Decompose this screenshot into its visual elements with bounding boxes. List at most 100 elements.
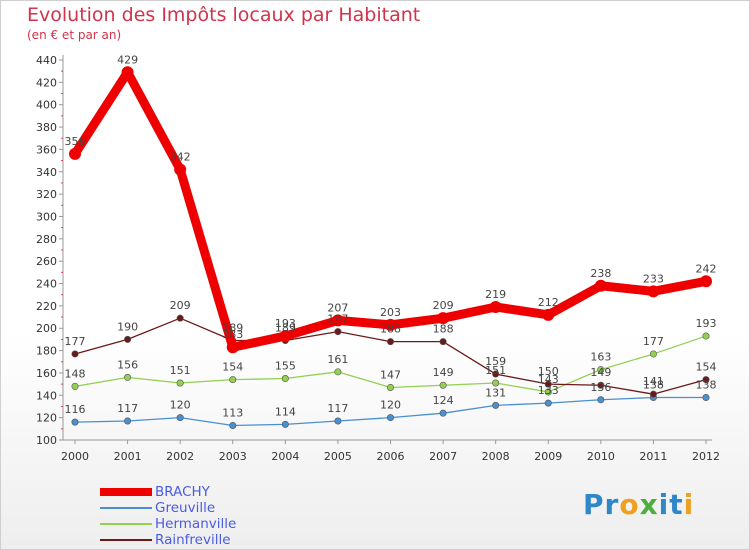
data-label: 209 xyxy=(433,299,454,312)
x-tick-label: 2002 xyxy=(166,450,194,463)
data-point xyxy=(279,330,292,343)
data-label: 161 xyxy=(327,353,348,366)
y-tick-label: 440 xyxy=(36,54,57,67)
data-label: 141 xyxy=(643,375,664,388)
data-label: 148 xyxy=(65,367,86,380)
data-point xyxy=(544,399,552,407)
data-point xyxy=(439,409,447,417)
data-label: 136 xyxy=(590,381,611,394)
x-tick-label: 2006 xyxy=(377,450,405,463)
data-point xyxy=(176,314,184,322)
x-tick-label: 2004 xyxy=(271,450,299,463)
y-tick-label: 260 xyxy=(36,255,57,268)
logo-letter: i xyxy=(683,488,695,521)
y-tick-label: 160 xyxy=(36,367,57,380)
data-label: 188 xyxy=(433,323,454,336)
data-point xyxy=(334,328,342,336)
data-point xyxy=(176,379,184,387)
data-point xyxy=(439,338,447,346)
data-label: 197 xyxy=(327,313,348,326)
series-hermanville xyxy=(71,332,710,396)
x-tick-label: 2000 xyxy=(61,450,89,463)
x-tick-label: 2008 xyxy=(482,450,510,463)
legend-label: Greuville xyxy=(155,500,216,516)
data-label: 193 xyxy=(275,317,296,330)
data-label: 149 xyxy=(590,366,611,379)
data-label: 114 xyxy=(275,405,296,418)
data-point xyxy=(544,380,552,388)
legend-swatch xyxy=(100,507,152,509)
data-point xyxy=(71,418,79,426)
data-point xyxy=(229,376,237,384)
legend-label: Hermanville xyxy=(155,516,237,532)
data-label: 429 xyxy=(117,53,138,66)
data-point xyxy=(544,388,552,396)
data-point xyxy=(226,341,239,354)
data-point xyxy=(702,332,710,340)
data-label: 154 xyxy=(222,361,243,374)
data-point xyxy=(647,285,660,298)
legend-swatch xyxy=(100,539,152,541)
data-point xyxy=(281,375,289,383)
y-tick-label: 200 xyxy=(36,322,57,335)
data-label: 155 xyxy=(275,360,296,373)
legend-swatch xyxy=(100,488,152,496)
data-point xyxy=(649,350,657,358)
x-tick-label: 2001 xyxy=(114,450,142,463)
y-tick-label: 280 xyxy=(36,233,57,246)
data-label: 131 xyxy=(485,386,506,399)
data-point xyxy=(281,420,289,428)
data-point xyxy=(492,379,500,387)
data-label: 151 xyxy=(170,364,191,377)
data-label: 117 xyxy=(327,402,348,415)
y-tick-label: 240 xyxy=(36,278,57,291)
data-point xyxy=(124,335,132,343)
data-point xyxy=(334,417,342,425)
data-label: 190 xyxy=(117,320,138,333)
y-tick-label: 180 xyxy=(36,345,57,358)
y-tick-label: 120 xyxy=(36,412,57,425)
legend-label: BRACHY xyxy=(155,484,210,500)
data-point xyxy=(386,338,394,346)
legend-label: Rainfreville xyxy=(155,532,231,548)
data-labels: 356 429 342 183 193 207 203 209 219 212 238 233 242 1… xyxy=(65,53,717,419)
data-point xyxy=(702,376,710,384)
data-label: 238 xyxy=(590,267,611,280)
data-point xyxy=(124,417,132,425)
data-label: 189 xyxy=(222,322,243,335)
data-label: 116 xyxy=(65,403,86,416)
data-label: 120 xyxy=(170,399,191,412)
series-greuville xyxy=(71,394,710,429)
data-point xyxy=(174,163,187,176)
data-point xyxy=(597,396,605,404)
data-label: 133 xyxy=(538,384,559,397)
logo-letter: r xyxy=(604,488,620,521)
data-point xyxy=(69,147,81,160)
x-tick-label: 2012 xyxy=(692,450,720,463)
data-point xyxy=(492,370,500,378)
y-tick-label: 420 xyxy=(36,76,57,89)
y-tick-label: 400 xyxy=(36,99,57,112)
data-label: 150 xyxy=(538,365,559,378)
logo-letter: x xyxy=(639,488,659,521)
y-tick-label: 100 xyxy=(36,434,57,447)
data-label: 342 xyxy=(170,151,191,164)
data-label: 143 xyxy=(538,373,559,386)
x-tick-label: 2005 xyxy=(324,450,352,463)
data-point xyxy=(492,401,500,409)
y-tick-label: 340 xyxy=(36,166,57,179)
data-label: 193 xyxy=(696,317,717,330)
data-label: 113 xyxy=(222,406,243,419)
proxiti-logo: Proxiti xyxy=(583,488,694,521)
data-point xyxy=(386,414,394,422)
data-label: 149 xyxy=(433,366,454,379)
data-label: 138 xyxy=(643,379,664,392)
x-tick-label: 2010 xyxy=(587,450,615,463)
data-point xyxy=(437,312,450,325)
data-label: 117 xyxy=(117,402,138,415)
data-point xyxy=(594,279,607,292)
chart-title: Evolution des Impôts locaux par Habitant xyxy=(27,4,421,26)
data-point xyxy=(649,390,657,398)
